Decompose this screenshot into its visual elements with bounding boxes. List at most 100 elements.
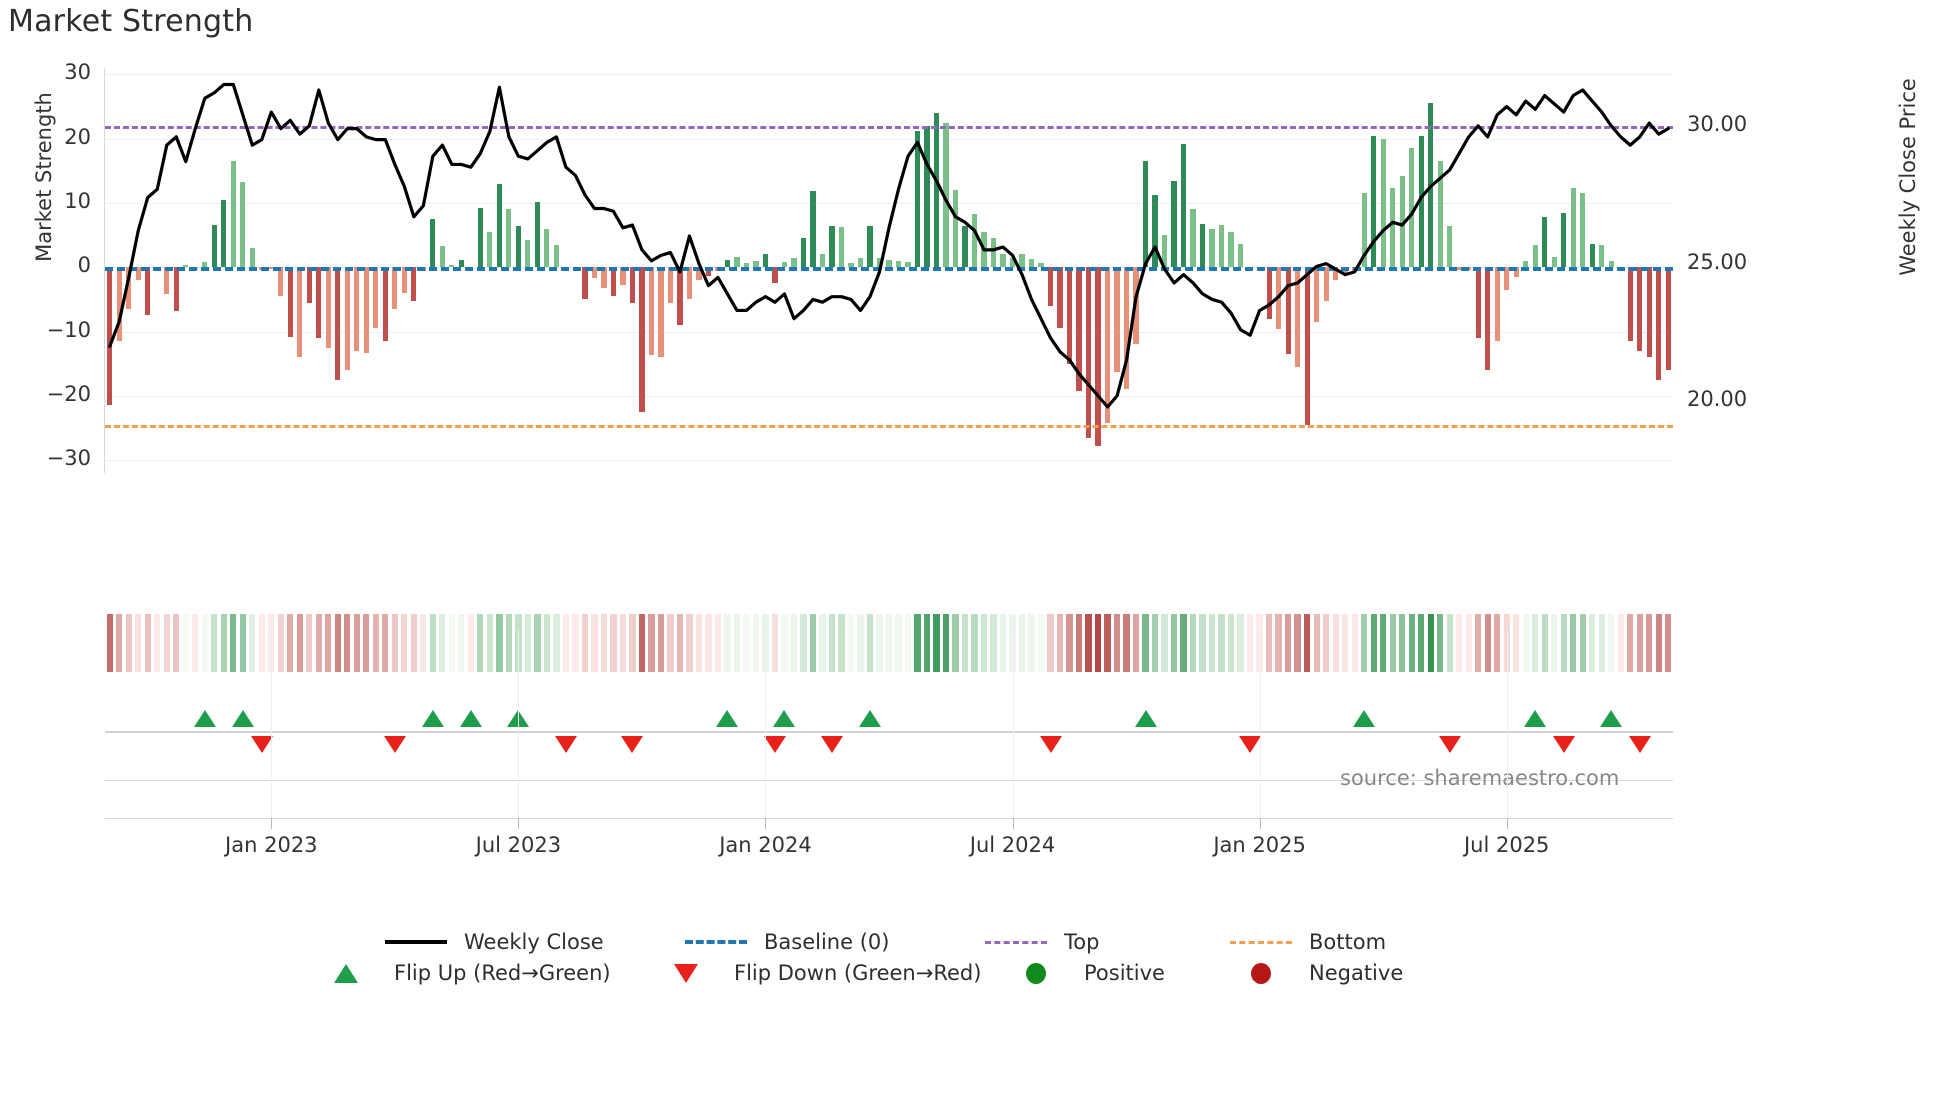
heatmap-cell — [923, 614, 931, 672]
legend-item-top[interactable]: Top — [980, 930, 1099, 954]
heatmap-cell — [1617, 614, 1624, 672]
heatmap-cell — [306, 614, 313, 672]
legend-item-flip-down[interactable]: Flip Down (Green→Red) — [650, 961, 981, 985]
heatmap-cell — [1142, 614, 1149, 672]
bar — [819, 254, 826, 268]
x-tick-label-jul-2024: Jul 2024 — [969, 833, 1056, 857]
heatmap-cell — [391, 614, 398, 672]
heatmap-cell — [1627, 614, 1634, 672]
bar — [677, 267, 683, 326]
heatmap-cell — [1180, 614, 1187, 672]
bar — [278, 267, 284, 297]
heatmap-cell — [1532, 614, 1539, 672]
heatmap-cell — [1313, 614, 1320, 672]
heatmap-cell — [1551, 614, 1558, 672]
heatmap-cell — [1075, 614, 1083, 672]
heatmap-cell — [1284, 614, 1292, 672]
heatmap-cell — [1085, 614, 1092, 672]
bar — [639, 267, 645, 412]
legend-item-positive[interactable]: Positive — [1000, 961, 1165, 985]
strength-heatmap-strip — [105, 614, 1673, 672]
bar — [601, 267, 607, 288]
bar — [297, 267, 303, 358]
bar — [1199, 223, 1206, 268]
heatmap-cell — [344, 614, 351, 672]
legend-key — [980, 931, 1052, 953]
bar — [145, 267, 151, 316]
flip-up-marker — [421, 710, 444, 727]
bar — [1542, 217, 1548, 268]
heatmap-cell — [828, 614, 836, 672]
heatmap-cell — [1303, 614, 1311, 672]
heatmap-cell — [619, 614, 627, 672]
bar — [1371, 135, 1377, 268]
heatmap-cell — [1265, 614, 1273, 672]
bar — [107, 267, 113, 406]
bar — [734, 257, 740, 268]
bar — [1390, 188, 1396, 268]
heatmap-cell — [904, 614, 912, 672]
heatmap-cell — [961, 614, 969, 672]
bar — [1361, 193, 1367, 268]
x-gridline — [1506, 630, 1508, 818]
legend-item-flip-up[interactable]: Flip Up (Red→Green) — [310, 961, 611, 985]
x-gridline — [271, 630, 273, 818]
heatmap-cell — [1560, 614, 1567, 672]
y-tick-right-20: 20.00 — [1687, 387, 1748, 412]
bar — [392, 267, 398, 310]
x-gridline — [1259, 630, 1261, 818]
bar — [230, 160, 236, 268]
bar — [496, 183, 502, 268]
page-title: Market Strength — [8, 4, 254, 39]
legend-item-negative[interactable]: Negative — [1225, 961, 1403, 985]
bar — [373, 267, 379, 329]
heatmap-cell — [1104, 614, 1111, 672]
heatmap-cell — [1094, 614, 1102, 672]
heatmap-cell — [857, 614, 864, 672]
heatmap-cell — [1256, 614, 1263, 672]
legend-key — [680, 931, 752, 953]
flip-up-marker — [459, 710, 482, 727]
bar — [1551, 257, 1557, 268]
heatmap-cell — [448, 614, 455, 672]
bar — [1304, 267, 1310, 426]
weekly-close-line — [108, 82, 1670, 409]
flip-down-marker — [383, 736, 406, 753]
heatmap-cell — [315, 614, 322, 672]
y-axis-left-label: Market Strength — [32, 92, 56, 262]
heatmap-cell — [220, 614, 227, 672]
flip-down-marker — [250, 736, 273, 753]
heatmap-cell — [562, 614, 570, 672]
legend-item-baseline[interactable]: Baseline (0) — [680, 930, 889, 954]
bar — [800, 237, 807, 268]
bar — [1333, 267, 1339, 281]
heatmap-cell — [1399, 614, 1406, 672]
heatmap-cell — [1579, 614, 1586, 672]
y-tick-right-25: 25.00 — [1687, 249, 1748, 274]
heatmap-cell — [971, 614, 978, 672]
heatmap-cell — [1037, 614, 1045, 672]
bar — [876, 258, 883, 268]
gridline — [105, 74, 1673, 76]
heatmap-cell — [1047, 614, 1054, 672]
flip-down-marker — [1628, 736, 1651, 753]
heatmap-cell — [733, 614, 741, 672]
heatmap-cell — [952, 614, 959, 672]
heatmap-cell — [999, 614, 1007, 672]
gridline — [105, 395, 1673, 397]
x-tick-label-jul-2025: Jul 2025 — [1463, 833, 1550, 857]
heatmap-cell — [838, 614, 845, 672]
heatmap-cell — [1132, 614, 1140, 672]
bar — [753, 260, 759, 268]
heatmap-cell — [277, 614, 284, 672]
bar — [401, 267, 407, 293]
heatmap-cell — [1199, 614, 1206, 672]
legend-item-weekly-close[interactable]: Weekly Close — [380, 930, 604, 954]
legend-item-bottom[interactable]: Bottom — [1225, 930, 1386, 954]
bar — [1561, 212, 1567, 268]
bar — [249, 248, 255, 268]
bar — [173, 267, 179, 311]
heatmap-cell — [1494, 614, 1501, 672]
flip-down-marker — [1438, 736, 1461, 753]
bar — [1627, 267, 1633, 342]
